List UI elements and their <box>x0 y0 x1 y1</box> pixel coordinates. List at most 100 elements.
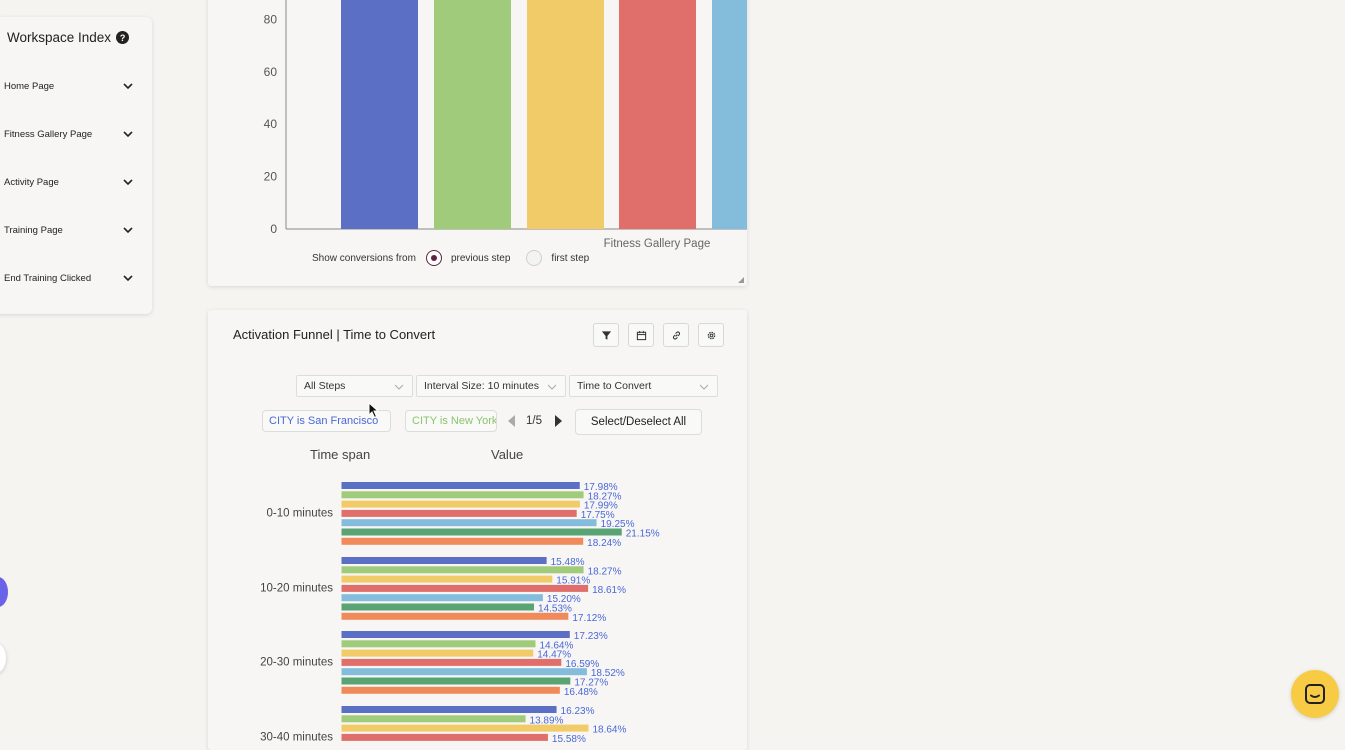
pager-prev-icon[interactable] <box>506 414 516 428</box>
legend-chip-new-york[interactable]: CITY is New York <box>405 410 497 432</box>
radio-first-step-label[interactable]: first step <box>551 252 590 264</box>
metric-select-value: Time to Convert <box>577 380 652 392</box>
value-bar <box>341 612 569 620</box>
value-label: 14.53% <box>538 604 572 615</box>
value-bar <box>341 575 553 583</box>
value-bar <box>341 686 560 694</box>
steps-select[interactable]: All Steps <box>296 375 413 397</box>
value-label: 18.61% <box>592 585 626 596</box>
y-tick-label: 60 <box>264 65 278 79</box>
link-button[interactable] <box>663 323 689 347</box>
column-header-value: Value <box>491 447 524 462</box>
sidebar-item-home-page[interactable]: Home Page <box>4 75 134 97</box>
conversions-toggle: Show conversions from previous step firs… <box>312 250 589 266</box>
value-label: 19.25% <box>601 519 635 530</box>
value-label: 18.27% <box>588 491 622 502</box>
workspace-index-title: Workspace Index ? <box>7 30 130 45</box>
category-label: 0-10 minutes <box>267 508 334 520</box>
value-bar <box>341 631 570 638</box>
value-label: 21.15% <box>626 529 660 540</box>
value-bar <box>341 594 543 602</box>
value-label: 18.24% <box>587 538 621 549</box>
value-bar <box>341 482 580 489</box>
radio-previous-step-label[interactable]: previous step <box>450 252 511 264</box>
filter-icon <box>601 330 611 340</box>
chat-launcher-button[interactable] <box>1291 670 1339 718</box>
value-label: 17.99% <box>584 501 618 512</box>
value-label: 17.27% <box>574 678 608 689</box>
value-label: 17.98% <box>584 482 618 493</box>
mouse-cursor-icon <box>368 402 380 419</box>
value-bar <box>341 715 526 723</box>
category-label: 30-40 minutes <box>260 732 333 744</box>
funnel-bar <box>527 0 604 229</box>
chevron-down-icon <box>699 384 709 390</box>
value-bar <box>341 537 584 545</box>
conversions-label: Show conversions from <box>312 252 416 264</box>
value-label: 17.23% <box>574 631 608 642</box>
sidebar-item-label: End Training Clicked <box>4 272 92 284</box>
funnel-bar-chart: 0 20 40 60 80 Fitness Gallery Page <box>264 0 747 250</box>
metric-select[interactable]: Time to Convert <box>569 375 718 397</box>
help-icon[interactable]: ? <box>116 31 130 44</box>
time-to-convert-panel: Activation Funnel | Time to Convert All … <box>208 310 747 750</box>
funnel-bar <box>712 0 747 229</box>
value-label: 18.27% <box>588 566 622 577</box>
interval-select-value: Interval Size: 10 minutes <box>424 380 539 392</box>
chevron-down-icon[interactable] <box>122 224 134 236</box>
workspace-index-panel: Workspace Index ? Home Page Fitness Gall… <box>0 17 152 314</box>
time-to-convert-chart: 0-10 minutes17.98%18.27%17.99%17.75%19.2… <box>260 482 660 745</box>
chevron-down-icon <box>394 384 404 390</box>
value-bar <box>341 658 562 666</box>
value-bar <box>341 668 587 676</box>
calendar-button[interactable] <box>628 323 654 347</box>
value-label: 15.20% <box>547 594 581 605</box>
panel-title: Activation Funnel | Time to Convert <box>233 327 436 342</box>
sidebar-item-end-training-clicked[interactable]: End Training Clicked <box>4 267 134 289</box>
value-bar <box>341 733 548 741</box>
value-label: 14.47% <box>537 650 571 661</box>
value-bar <box>341 500 580 508</box>
sidebar-item-activity-page[interactable]: Activity Page <box>4 171 134 193</box>
chevron-down-icon[interactable] <box>122 80 134 92</box>
value-label: 15.48% <box>551 557 585 568</box>
category-label: 10-20 minutes <box>260 583 333 595</box>
pager-indicator: 1/5 <box>526 415 542 427</box>
value-bar <box>341 706 557 713</box>
x-category-label: Fitness Gallery Page <box>604 238 711 250</box>
chevron-down-icon[interactable] <box>122 128 134 140</box>
value-bar <box>341 528 622 536</box>
value-bar <box>341 557 547 564</box>
y-tick-label: 0 <box>270 222 277 236</box>
filter-button[interactable] <box>593 323 619 347</box>
value-label: 15.91% <box>556 576 590 587</box>
sidebar-item-fitness-gallery-page[interactable]: Fitness Gallery Page <box>4 123 134 145</box>
radio-previous-step[interactable] <box>425 250 442 266</box>
value-bar <box>341 677 571 685</box>
select-deselect-all-button[interactable]: Select/Deselect All <box>575 409 702 435</box>
y-tick-label: 40 <box>264 117 278 131</box>
chevron-down-icon[interactable] <box>122 272 134 284</box>
sidebar-item-label: Fitness Gallery Page <box>4 128 93 140</box>
interval-select[interactable]: Interval Size: 10 minutes <box>416 375 566 397</box>
chevron-down-icon <box>547 384 557 390</box>
value-bar <box>341 519 597 527</box>
value-label: 16.23% <box>561 706 595 717</box>
funnel-bar <box>619 0 696 229</box>
pager-next-icon[interactable] <box>554 414 564 428</box>
value-label: 17.12% <box>572 613 606 624</box>
sidebar-item-training-page[interactable]: Training Page <box>4 219 134 241</box>
value-label: 13.89% <box>530 715 564 726</box>
floating-button[interactable] <box>0 643 6 673</box>
legend-chip-san-francisco[interactable]: CITY is San Francisco <box>262 410 391 432</box>
value-label: 18.52% <box>591 668 625 679</box>
chevron-down-icon[interactable] <box>122 176 134 188</box>
value-bar <box>341 649 534 657</box>
resize-handle-icon[interactable] <box>738 277 744 283</box>
settings-button[interactable] <box>698 323 724 347</box>
y-tick-label: 20 <box>264 170 278 184</box>
value-bar <box>341 491 584 499</box>
floating-action-button[interactable] <box>0 577 8 607</box>
radio-first-step[interactable] <box>526 250 543 266</box>
value-bar <box>341 603 535 611</box>
